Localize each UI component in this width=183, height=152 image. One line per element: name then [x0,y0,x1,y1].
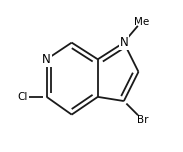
Text: Cl: Cl [17,92,28,102]
Text: N: N [119,36,128,49]
Text: Me: Me [134,17,149,27]
Text: Br: Br [137,115,148,125]
Text: N: N [42,53,51,66]
